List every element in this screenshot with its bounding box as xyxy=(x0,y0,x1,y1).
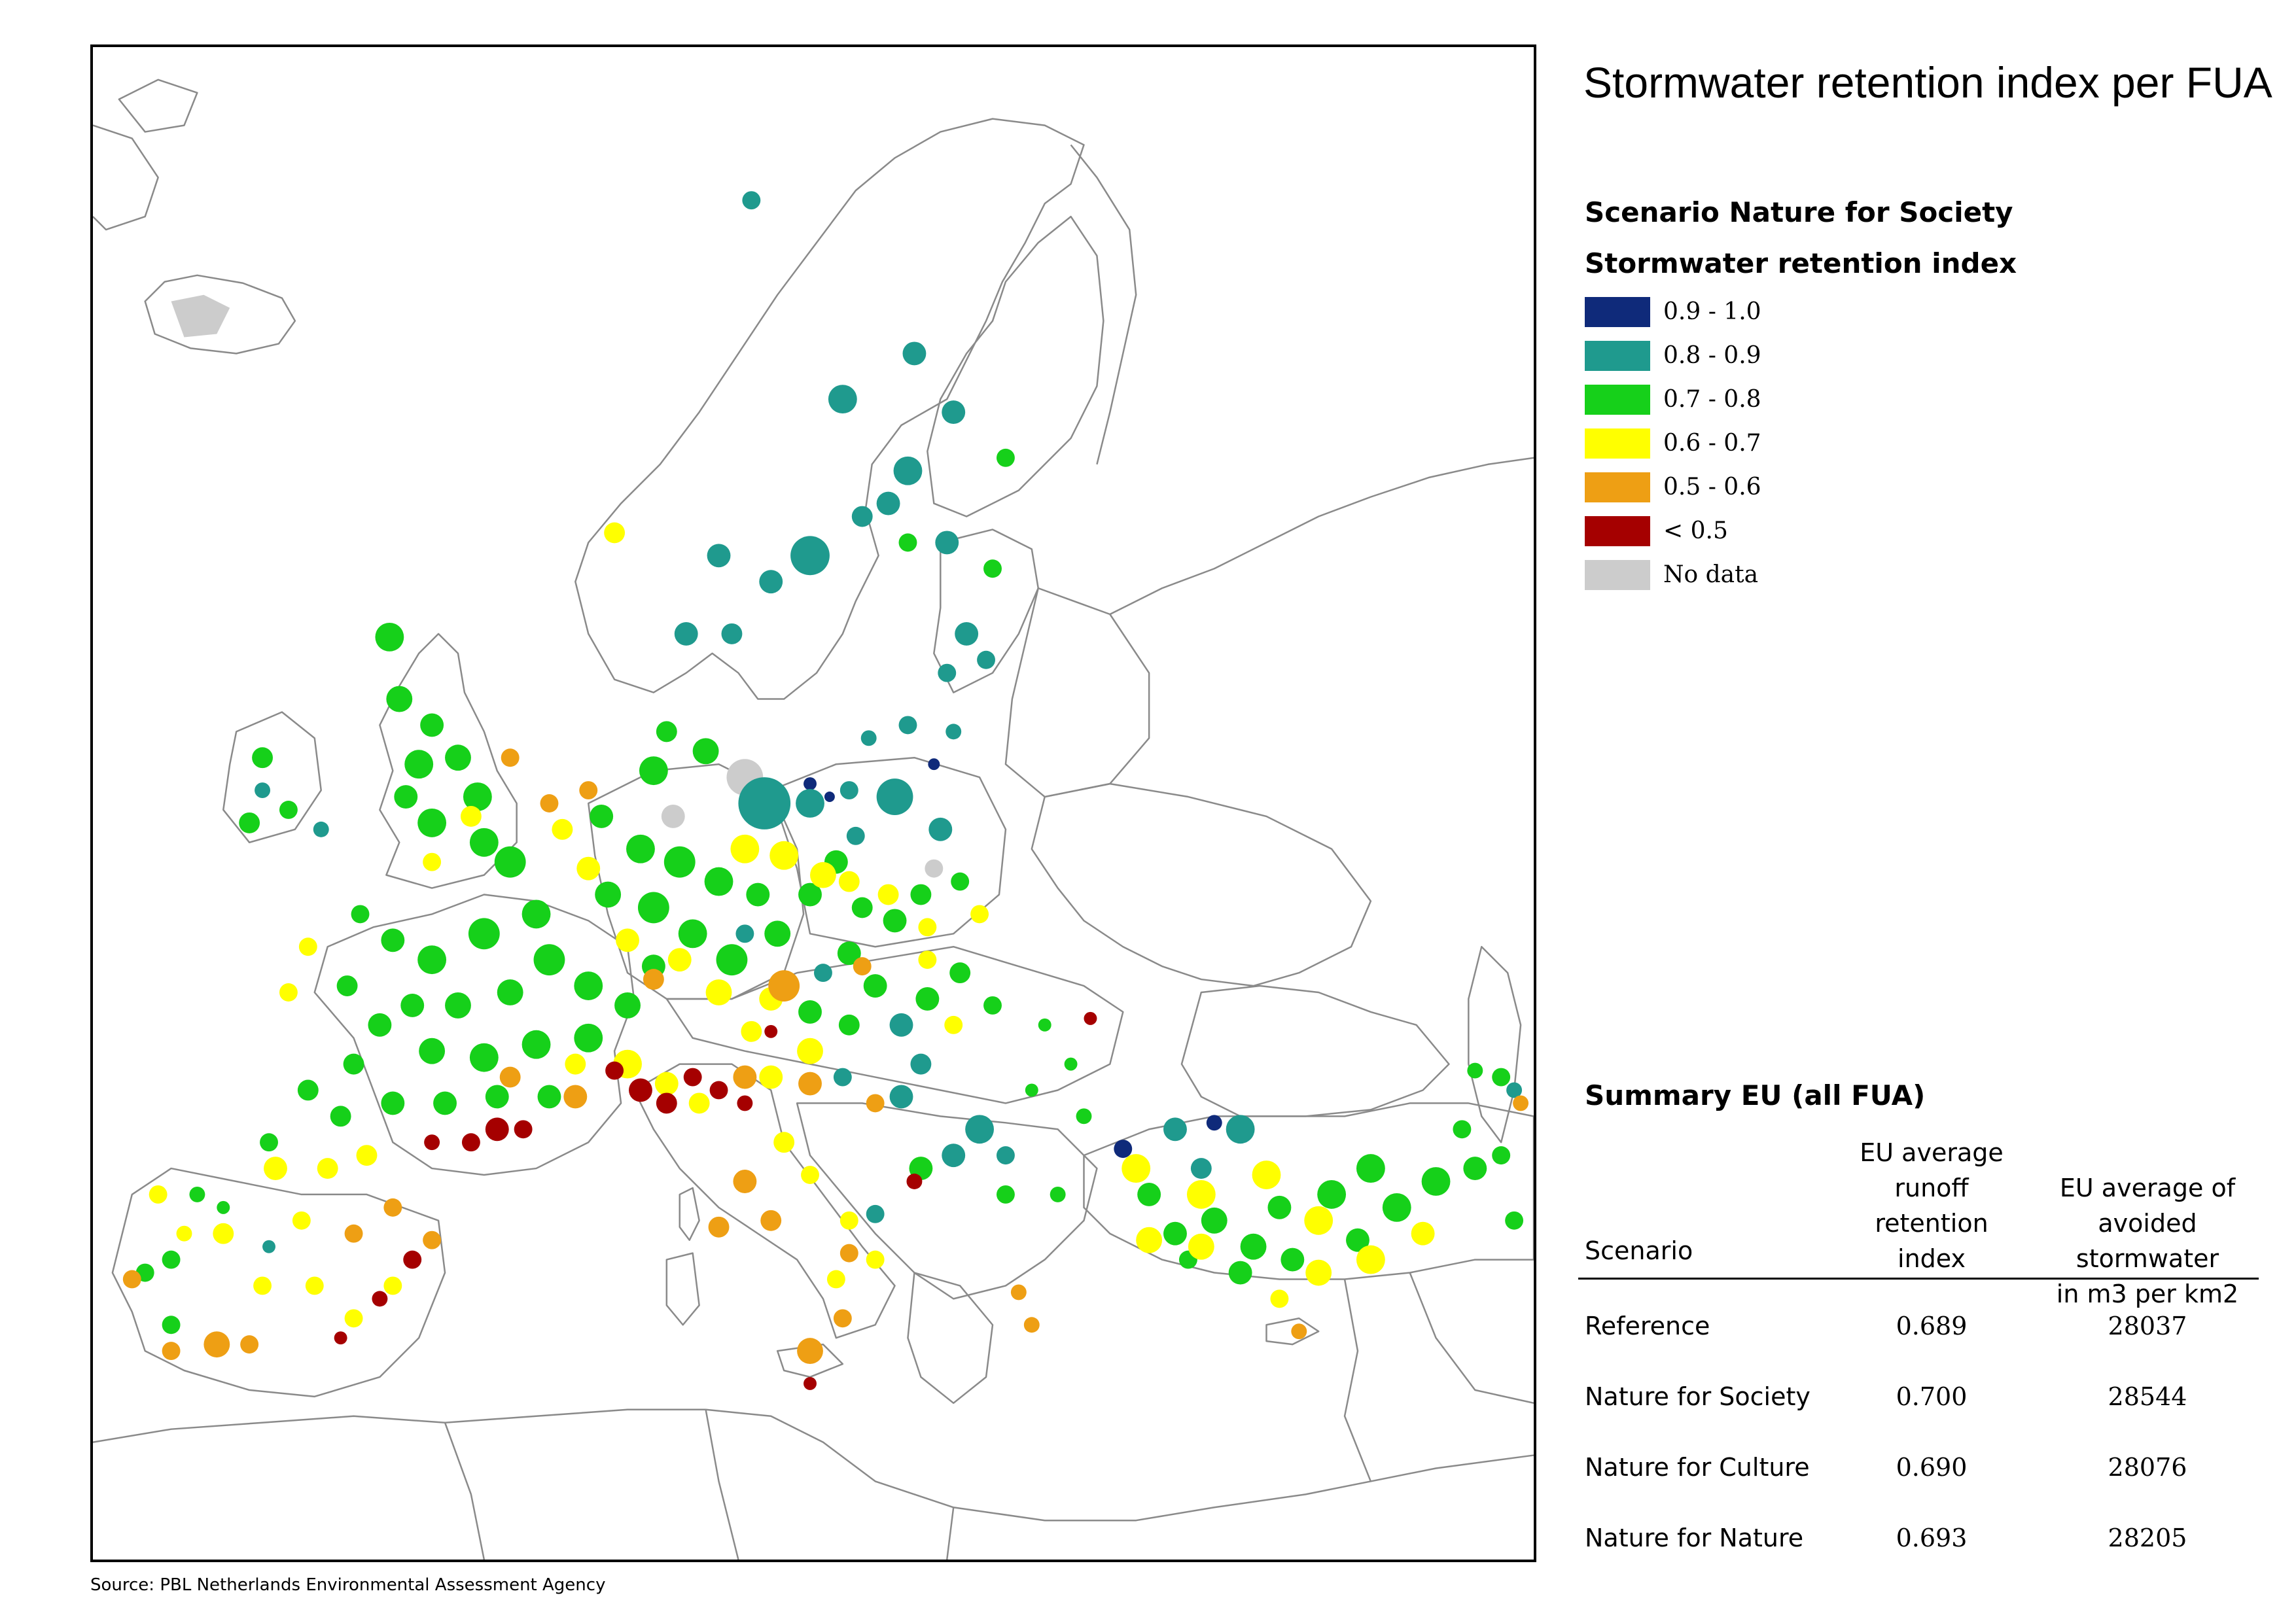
north-africa-coast xyxy=(93,1408,1534,1522)
great-britain-outline xyxy=(379,633,518,889)
cyprus-outline xyxy=(1265,1318,1320,1346)
europe-map[interactable] xyxy=(93,47,1534,1560)
legend-label: 0.8 - 0.9 xyxy=(1663,342,1761,369)
legend-label: 0.7 - 0.8 xyxy=(1663,386,1761,413)
turkey-outline xyxy=(1083,1102,1534,1280)
poland-outline xyxy=(769,756,1007,948)
fua-lt-0.5 xyxy=(334,1011,1097,1390)
legend-swatch xyxy=(1585,560,1650,590)
fua-0.9-1.0 xyxy=(804,758,1222,1159)
balkans-outline xyxy=(796,1102,1098,1300)
africa-border-2 xyxy=(705,1409,739,1560)
legend-swatch xyxy=(1585,297,1650,327)
scenario-cell: Reference xyxy=(1585,1312,1710,1340)
avoided-cell: 28544 xyxy=(2108,1382,2187,1411)
column-header-index: EU average runoff retention index xyxy=(1860,1138,2004,1273)
avoided-cell: 28205 xyxy=(2108,1524,2187,1552)
ukraine-outline xyxy=(1031,782,1372,987)
baltics-outline xyxy=(933,529,1039,693)
scenario-cell: Nature for Culture xyxy=(1585,1453,1810,1482)
legend-title: Stormwater retention index xyxy=(1585,247,2017,279)
africa-border-3 xyxy=(946,1507,955,1560)
legend-label: < 0.5 xyxy=(1663,517,1728,544)
summary-title: Summary EU (all FUA) xyxy=(1585,1079,1926,1111)
belarus-outline xyxy=(1004,587,1150,798)
table-row: Reference 0.689 28037 xyxy=(1578,1312,2259,1351)
greenland-edge xyxy=(93,124,159,231)
fua-0.8-0.9 xyxy=(255,191,1523,1253)
legend-swatch xyxy=(1585,385,1650,415)
legend-swatch xyxy=(1585,341,1650,371)
fua-0.5-0.6 xyxy=(122,748,1529,1365)
legend-label: 0.6 - 0.7 xyxy=(1663,430,1761,457)
corsica-outline xyxy=(679,1187,700,1241)
fua-no-data xyxy=(171,294,944,878)
map-frame[interactable] xyxy=(90,44,1536,1562)
table-row: Nature for Nature 0.693 28205 xyxy=(1578,1524,2259,1563)
scenario-cell: Nature for Society xyxy=(1585,1382,1810,1411)
legend-label: No data xyxy=(1663,561,1759,588)
sardinia-outline xyxy=(665,1252,700,1326)
legend-swatch xyxy=(1585,428,1650,459)
legend-label: 0.9 - 1.0 xyxy=(1663,298,1761,325)
column-header-avoided: EU average of avoided stormwater in m3 per… xyxy=(2056,1174,2239,1308)
greece-outline xyxy=(907,1272,994,1405)
ireland-outline xyxy=(222,711,322,844)
scenario-heading: Scenario Nature for Society xyxy=(1585,196,2013,228)
black-sea-outline xyxy=(1180,985,1450,1117)
finland-russia-border xyxy=(1070,144,1137,465)
index-cell: 0.689 xyxy=(1896,1312,1968,1340)
scenario-cell: Nature for Nature xyxy=(1585,1524,1804,1552)
legend-swatch xyxy=(1585,472,1650,502)
page-title: Stormwater retention index per FUA xyxy=(1583,58,2272,107)
scandinavia-outline xyxy=(574,118,1085,700)
avoided-cell: 28076 xyxy=(2108,1453,2187,1482)
country-boundaries xyxy=(93,79,1534,1560)
index-cell: 0.690 xyxy=(1896,1453,1968,1482)
caspian-outline xyxy=(1468,945,1522,1143)
fua-0.7-0.8 xyxy=(135,448,1524,1335)
middle-east-border xyxy=(1343,1279,1372,1482)
italy-outline xyxy=(633,1063,896,1339)
fua-markers xyxy=(122,191,1529,1390)
iberia-outline xyxy=(111,1167,446,1398)
avoided-cell: 28037 xyxy=(2108,1312,2187,1340)
africa-border-1 xyxy=(444,1422,486,1560)
middle-east-border-2 xyxy=(1409,1272,1534,1405)
column-header-scenario: Scenario xyxy=(1585,1236,1693,1265)
legend-label: 0.5 - 0.6 xyxy=(1663,474,1761,500)
fua-0.6-0.7 xyxy=(149,522,1435,1328)
iceland-outline xyxy=(144,274,296,355)
france-outline xyxy=(313,894,635,1176)
index-cell: 0.700 xyxy=(1896,1382,1968,1411)
russia-border xyxy=(1109,457,1534,616)
index-cell: 0.693 xyxy=(1896,1524,1968,1552)
finland-outline xyxy=(927,215,1104,517)
header-divider xyxy=(1578,1278,2259,1280)
svalbard-outline xyxy=(118,79,198,133)
table-row: Nature for Culture 0.690 28076 xyxy=(1578,1453,2259,1492)
source-note: Source: PBL Netherlands Environmental As… xyxy=(90,1575,606,1595)
legend-swatch xyxy=(1585,516,1650,546)
table-row: Nature for Society 0.700 28544 xyxy=(1578,1382,2259,1422)
